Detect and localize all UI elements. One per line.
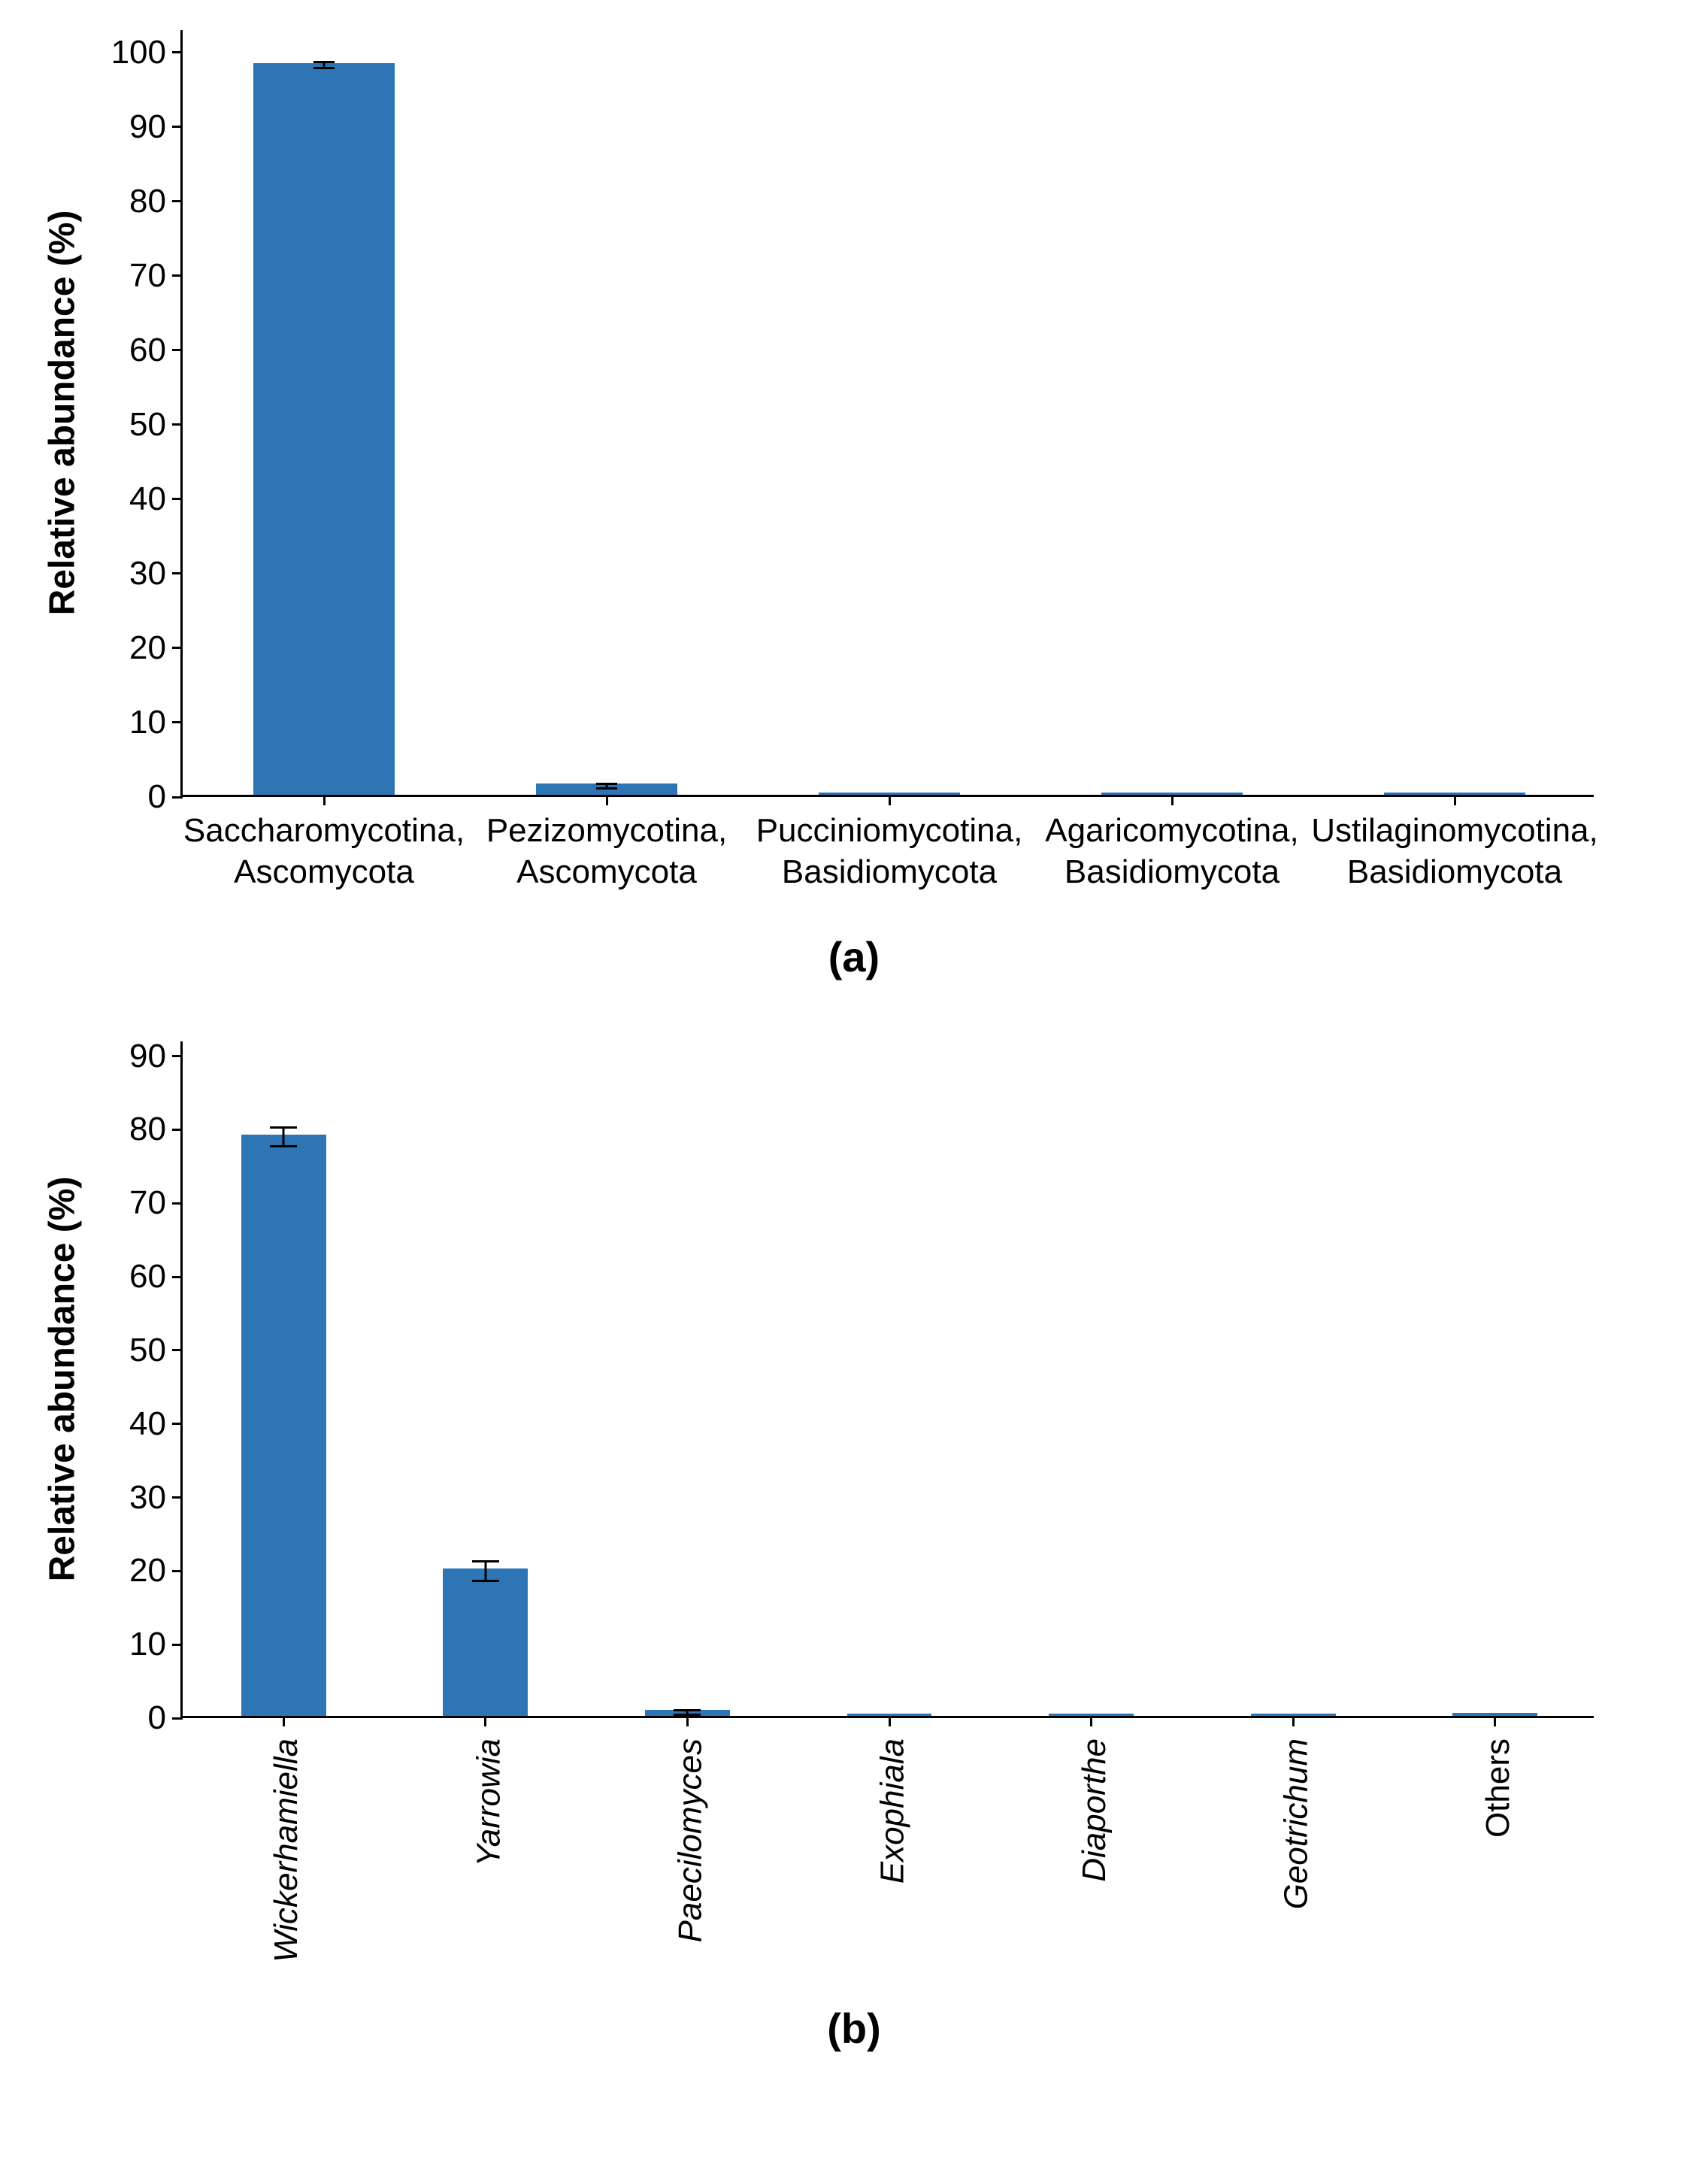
x-tick xyxy=(484,1716,486,1726)
error-bar-cap xyxy=(313,67,335,69)
error-bar xyxy=(484,1562,486,1581)
y-tick xyxy=(172,647,183,649)
y-tick-label: 50 xyxy=(129,406,166,444)
y-axis-title-a: Relative abundance (%) xyxy=(42,210,83,615)
y-tick xyxy=(172,1349,183,1351)
panel-a-caption: (a) xyxy=(30,932,1678,981)
y-tick-label: 40 xyxy=(129,1405,166,1443)
x-tick xyxy=(1171,795,1173,805)
x-tick-label: Pezizomycotina,Ascomycota xyxy=(486,810,727,893)
figure: Relative abundance (%) 0 10 20 30 40 50 60 70 80… xyxy=(30,30,1678,2053)
error-bar-cap xyxy=(270,1145,297,1147)
y-tick-label: 60 xyxy=(129,332,166,369)
y-tick xyxy=(172,51,183,53)
y-tick xyxy=(172,1644,183,1646)
panel-a: Relative abundance (%) 0 10 20 30 40 50 60 70 80… xyxy=(30,30,1678,981)
y-tick-label: 90 xyxy=(129,108,166,146)
y-tick-label: 0 xyxy=(148,1699,166,1737)
y-tick xyxy=(172,1055,183,1057)
bar xyxy=(253,63,395,795)
y-tick xyxy=(172,1570,183,1572)
y-tick xyxy=(172,721,183,723)
y-tick-label: 40 xyxy=(129,480,166,518)
plot-area-b: Relative abundance (%) 01020304050607080… xyxy=(180,1041,1594,1718)
y-tick-label: 20 xyxy=(129,1552,166,1590)
x-tick xyxy=(889,1716,891,1726)
error-bar xyxy=(283,1127,285,1146)
y-tick xyxy=(172,1717,183,1720)
bars-a xyxy=(183,30,1594,795)
x-tick-label: Wickerhamiella xyxy=(268,1738,305,1962)
error-bar-cap xyxy=(674,1709,701,1711)
x-tick-label: Exophiala xyxy=(874,1738,911,1884)
error-bar-cap xyxy=(313,61,335,63)
x-tick xyxy=(1292,1716,1295,1726)
y-tick-label: 50 xyxy=(129,1332,166,1369)
x-tick xyxy=(1494,1716,1496,1726)
x-tick xyxy=(606,795,608,805)
bar xyxy=(443,1568,528,1716)
y-tick-label: 80 xyxy=(129,1111,166,1148)
y-tick xyxy=(172,498,183,500)
y-tick-label: 30 xyxy=(129,555,166,593)
x-tick-label: Saccharomycotina,Ascomycota xyxy=(183,810,465,893)
y-tick xyxy=(172,1202,183,1205)
x-tick-label: Paecilomyces xyxy=(671,1738,709,1942)
error-bar-cap xyxy=(270,1126,297,1129)
y-tick xyxy=(172,1423,183,1425)
y-tick xyxy=(172,349,183,351)
y-tick-label: 0 xyxy=(148,778,166,816)
y-tick-label: 20 xyxy=(129,629,166,667)
x-tick xyxy=(686,1716,689,1726)
y-tick-label: 10 xyxy=(129,1626,166,1663)
x-tick-label: Agaricomycotina,Basidiomycota xyxy=(1045,810,1298,893)
x-tick-label: Ustilaginomycotina,Basidiomycota xyxy=(1311,810,1598,893)
y-tick-label: 70 xyxy=(129,1184,166,1222)
error-bar-cap xyxy=(472,1580,499,1582)
y-tick xyxy=(172,274,183,277)
x-tick-label: Pucciniomycotina,Basidiomycota xyxy=(756,810,1023,893)
x-tick-label: Diaporthe xyxy=(1076,1738,1113,1882)
y-tick-label: 80 xyxy=(129,183,166,220)
y-tick xyxy=(172,200,183,202)
y-tick-label: 30 xyxy=(129,1479,166,1517)
panel-b: Relative abundance (%) 0 10 20 30 40 50 60 70 80… xyxy=(30,1041,1678,2053)
x-tick-label: Yarrowia xyxy=(470,1738,507,1866)
y-tick-label: 90 xyxy=(129,1038,166,1075)
x-tick xyxy=(889,795,891,805)
y-tick-label: 60 xyxy=(129,1258,166,1296)
y-tick-label: 70 xyxy=(129,257,166,295)
y-tick xyxy=(172,1276,183,1278)
error-bar-cap xyxy=(596,783,617,785)
y-tick-label: 10 xyxy=(129,704,166,741)
x-tick xyxy=(1454,795,1456,805)
bars-b xyxy=(183,1041,1594,1716)
y-tick xyxy=(172,572,183,574)
y-tick xyxy=(172,796,183,799)
panel-b-caption: (b) xyxy=(30,2004,1678,2053)
x-tick xyxy=(1090,1716,1092,1726)
y-tick-label: 100 xyxy=(111,34,166,71)
x-tick-label: Others xyxy=(1479,1738,1517,1838)
error-bar-cap xyxy=(472,1560,499,1562)
y-tick xyxy=(172,126,183,128)
y-tick xyxy=(172,1129,183,1131)
x-tick-label: Geotrichum xyxy=(1277,1738,1315,1909)
y-axis-title-b: Relative abundance (%) xyxy=(42,1176,83,1581)
y-tick xyxy=(172,1496,183,1499)
y-tick xyxy=(172,423,183,426)
x-tick xyxy=(323,795,326,805)
bar xyxy=(241,1135,326,1716)
x-tick xyxy=(283,1716,285,1726)
error-bar-cap xyxy=(596,787,617,790)
plot-area-a: Relative abundance (%) 01020304050607080… xyxy=(180,30,1594,797)
